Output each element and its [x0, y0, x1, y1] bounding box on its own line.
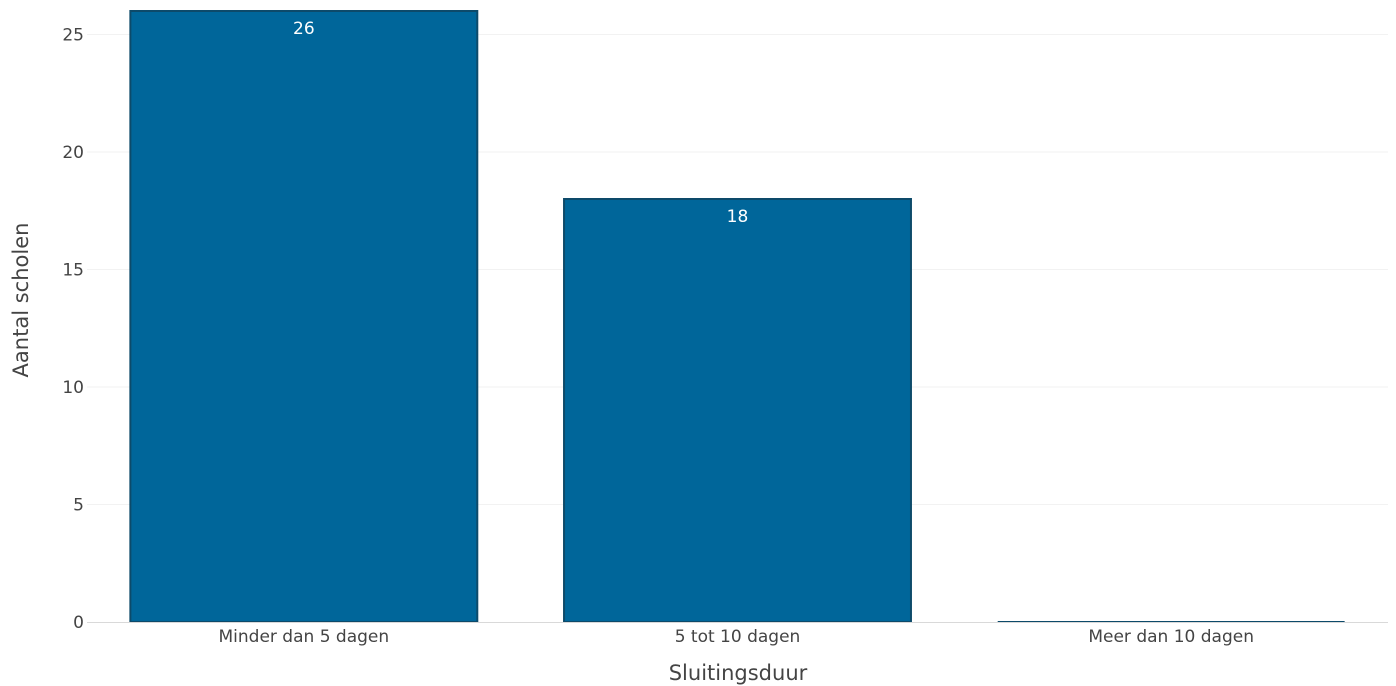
x-tick-label: 5 tot 10 dagen — [675, 627, 801, 647]
x-tick-label: Meer dan 10 dagen — [1088, 627, 1254, 647]
bars — [129, 10, 1345, 623]
y-tick-label: 25 — [62, 26, 84, 46]
y-axis-tick-labels: 0 5 10 15 20 25 — [62, 26, 84, 634]
data-labels: 26 18 — [293, 19, 748, 227]
y-tick-label: 5 — [73, 496, 84, 516]
y-tick-label: 0 — [73, 613, 84, 633]
data-label: 26 — [293, 19, 315, 39]
x-axis-title: Sluitingsduur — [669, 661, 808, 685]
x-tick-label: Minder dan 5 dagen — [219, 627, 390, 647]
x-axis-tick-labels: Minder dan 5 dagen 5 tot 10 dagen Meer dan… — [219, 627, 1254, 647]
data-label: 18 — [727, 207, 749, 227]
y-tick-label: 20 — [62, 143, 84, 163]
y-tick-label: 15 — [62, 261, 84, 281]
bar — [129, 10, 479, 623]
y-tick-label: 10 — [62, 378, 84, 398]
bar — [563, 198, 912, 623]
y-axis-title: Aantal scholen — [9, 223, 33, 378]
